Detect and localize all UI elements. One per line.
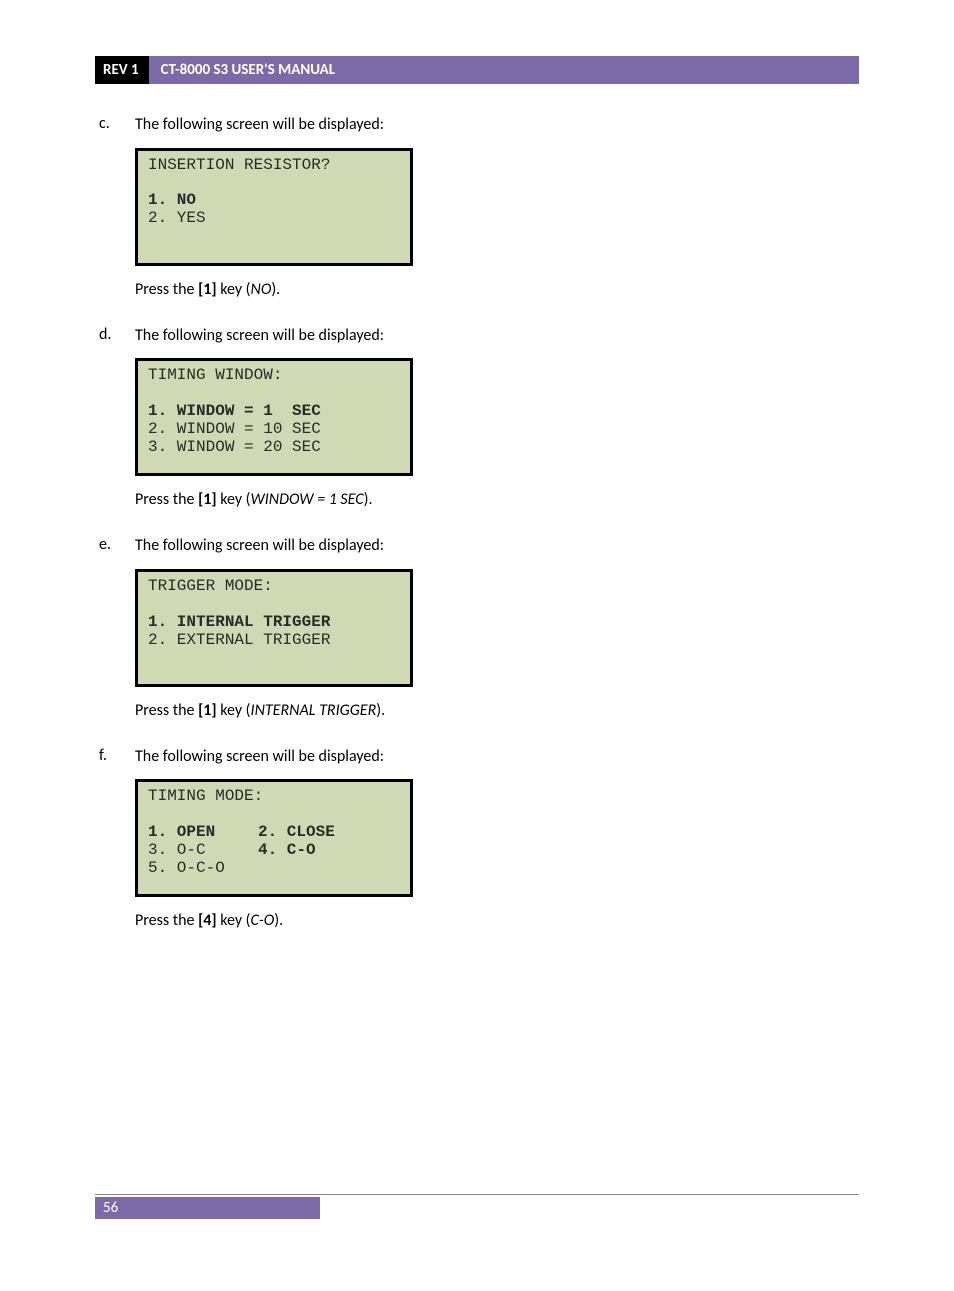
lcd-option-selected: 1. WINDOW = 1 SEC (148, 402, 321, 420)
item-marker: c. (95, 114, 135, 319)
key-label: [1] (198, 701, 217, 720)
key-label: [1] (198, 490, 217, 509)
list-item: c. The following screen will be displaye… (95, 114, 859, 319)
key-label: [1] (198, 280, 217, 299)
lcd-option-selected: 1. OPEN2. CLOSE (148, 823, 335, 841)
item-body: The following screen will be displayed: … (135, 114, 859, 319)
lcd-screen: TRIGGER MODE: 1. INTERNAL TRIGGER 2. EXT… (135, 569, 413, 687)
item-intro: The following screen will be displayed: (135, 746, 859, 768)
content: c. The following screen will be displaye… (0, 84, 954, 950)
option-label: WINDOW = 1 SEC (251, 490, 364, 509)
header-title: CT-8000 S3 USER'S MANUAL (149, 56, 859, 84)
footer-line (95, 1194, 859, 1195)
press-instruction: Press the [4] key (C-O). (135, 911, 859, 930)
lcd-screen: TIMING WINDOW: 1. WINDOW = 1 SEC 2. WIND… (135, 358, 413, 476)
lcd-screen: TIMING MODE: 1. OPEN2. CLOSE 3. O-C4. C-… (135, 779, 413, 897)
option-label: C-O (251, 911, 275, 930)
lcd-screen: INSERTION RESISTOR? 1. NO 2. YES (135, 148, 413, 266)
item-marker: d. (95, 325, 135, 530)
list-item: e. The following screen will be displaye… (95, 535, 859, 740)
item-body: The following screen will be displayed: … (135, 325, 859, 530)
item-intro: The following screen will be displayed: (135, 535, 859, 557)
page-number: 56 (95, 1197, 320, 1219)
lcd-title: TIMING MODE: (148, 787, 263, 805)
press-instruction: Press the [1] key (WINDOW = 1 SEC). (135, 490, 859, 509)
lcd-title: TRIGGER MODE: (148, 577, 273, 595)
item-body: The following screen will be displayed: … (135, 746, 859, 951)
key-label: [4] (198, 911, 217, 930)
lcd-option: 5. O-C-O (148, 859, 225, 877)
item-body: The following screen will be displayed: … (135, 535, 859, 740)
lcd-option-selected: 1. NO (148, 191, 196, 209)
footer: 56 (95, 1194, 859, 1219)
lcd-title: TIMING WINDOW: (148, 366, 282, 384)
lcd-option: 2. EXTERNAL TRIGGER (148, 631, 330, 649)
option-label: NO (251, 280, 272, 299)
lcd-option: 2. WINDOW = 10 SEC 3. WINDOW = 20 SEC (148, 420, 321, 456)
item-intro: The following screen will be displayed: (135, 325, 859, 347)
header-rev: REV 1 (95, 56, 149, 84)
list-item: f. The following screen will be displaye… (95, 746, 859, 951)
footer-bar: 56 (95, 1197, 859, 1219)
lcd-option: 3. O-C4. C-O (148, 841, 316, 859)
page: REV 1 CT-8000 S3 USER'S MANUAL c. The fo… (0, 56, 954, 1291)
option-label: INTERNAL TRIGGER (251, 701, 377, 720)
item-intro: The following screen will be displayed: (135, 114, 859, 136)
press-instruction: Press the [1] key (INTERNAL TRIGGER). (135, 701, 859, 720)
press-instruction: Press the [1] key (NO). (135, 280, 859, 299)
lcd-title: INSERTION RESISTOR? (148, 156, 330, 174)
lcd-option: 2. YES (148, 209, 206, 227)
item-marker: e. (95, 535, 135, 740)
lcd-option-selected: 1. INTERNAL TRIGGER (148, 613, 330, 631)
list-item: d. The following screen will be displaye… (95, 325, 859, 530)
header-bar: REV 1 CT-8000 S3 USER'S MANUAL (95, 56, 859, 84)
item-marker: f. (95, 746, 135, 951)
